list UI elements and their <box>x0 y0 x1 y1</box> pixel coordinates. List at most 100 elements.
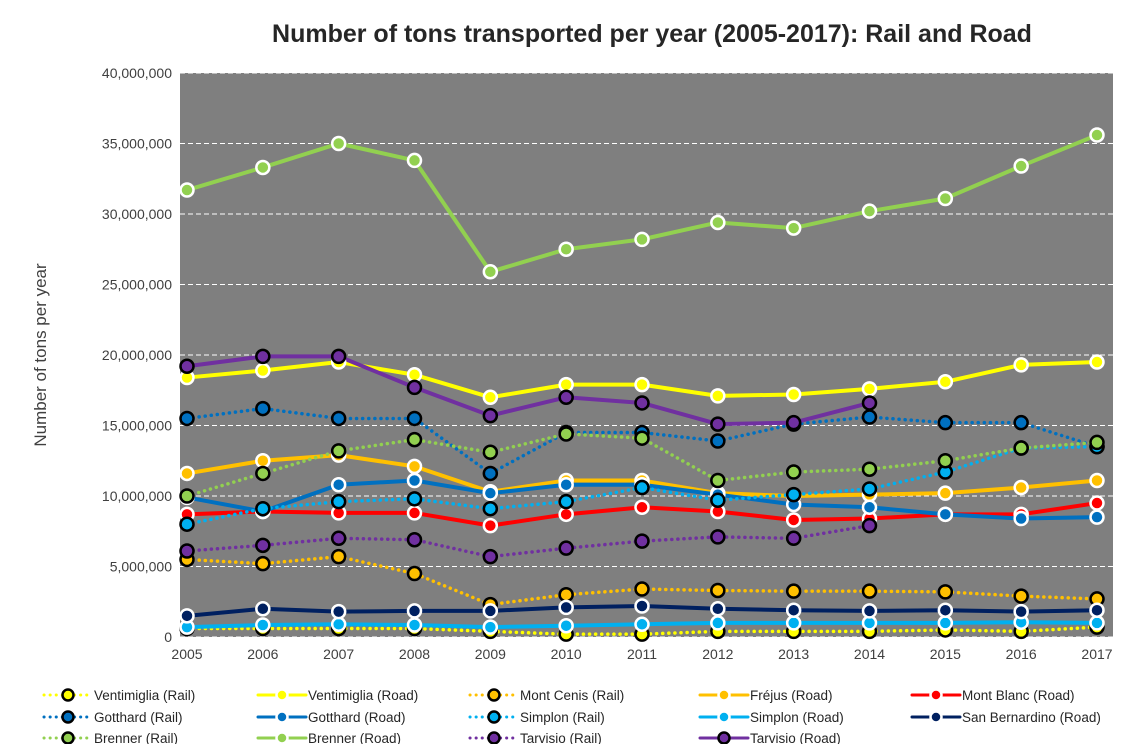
data-point <box>1089 127 1105 143</box>
x-tick-label: 2008 <box>399 646 430 662</box>
legend-item: Ventimiglia (Rail) <box>42 688 195 703</box>
x-tick-label: 2017 <box>1081 646 1112 662</box>
data-point <box>634 616 650 633</box>
legend-marker <box>275 688 289 702</box>
legend-item: Simplon (Road) <box>698 710 844 725</box>
legend-label: Gotthard (Road) <box>308 710 406 725</box>
y-tick-label: 30,000,000 <box>102 206 172 222</box>
x-tick-label: 2007 <box>323 646 354 662</box>
legend-label: Brenner (Road) <box>308 731 401 744</box>
data-point <box>861 395 878 411</box>
data-point <box>558 586 574 603</box>
chart-title: Number of tons transported per year (200… <box>272 20 1032 48</box>
data-point <box>1089 434 1105 451</box>
data-point <box>710 615 726 631</box>
data-point <box>482 603 499 619</box>
data-point <box>634 231 650 248</box>
legend-marker <box>929 710 943 724</box>
data-point <box>406 366 423 383</box>
data-point <box>255 159 271 176</box>
data-point <box>785 220 802 236</box>
data-point <box>937 602 954 618</box>
data-point <box>634 499 650 516</box>
data-point <box>406 617 423 633</box>
y-tick-label: 20,000,000 <box>102 347 172 363</box>
legend-item: Fréjus (Road) <box>698 688 833 703</box>
data-point <box>179 465 195 482</box>
data-point <box>1089 615 1105 631</box>
data-point <box>1013 357 1029 373</box>
data-point <box>482 465 499 482</box>
data-point <box>634 581 650 597</box>
data-point <box>255 348 271 365</box>
data-point <box>937 414 954 431</box>
data-point <box>634 479 650 496</box>
data-point <box>1013 479 1029 496</box>
data-point <box>1013 158 1029 174</box>
legend-marker <box>717 688 731 702</box>
data-point <box>785 615 802 631</box>
legend-marker <box>61 710 75 724</box>
legend-marker <box>717 731 731 745</box>
data-point <box>937 190 954 207</box>
data-point <box>558 426 574 442</box>
data-point <box>1089 354 1105 370</box>
data-point <box>558 476 574 493</box>
data-point <box>634 533 650 549</box>
legend-marker <box>717 710 731 724</box>
legend-item: San Bernardino (Road) <box>910 710 1101 725</box>
data-point <box>179 516 195 532</box>
data-point <box>482 485 499 501</box>
data-point <box>1013 440 1029 456</box>
data-point <box>330 410 347 427</box>
data-point <box>330 135 347 152</box>
data-point <box>406 603 423 619</box>
legend-label: Mont Cenis (Rail) <box>520 688 624 703</box>
data-point <box>937 374 954 390</box>
data-point <box>861 409 878 425</box>
series-line <box>185 523 872 559</box>
data-point <box>255 465 271 482</box>
data-point <box>1013 510 1029 527</box>
data-point <box>482 444 499 461</box>
series-line <box>185 354 872 427</box>
x-tick-label: 2013 <box>778 646 809 662</box>
legend-label: Gotthard (Rail) <box>94 710 183 725</box>
data-point <box>330 530 347 547</box>
legend-marker <box>487 688 501 702</box>
data-point <box>710 416 726 432</box>
legend-item: Brenner (Road) <box>256 731 401 746</box>
legend-item: Mont Blanc (Road) <box>910 688 1075 703</box>
data-point <box>255 362 271 379</box>
data-point <box>255 400 271 417</box>
legend-marker <box>275 710 289 724</box>
data-point <box>482 619 499 635</box>
y-axis-label: Number of tons per year <box>31 263 50 447</box>
legend-item: Brenner (Rail) <box>42 731 178 746</box>
data-point <box>406 152 423 169</box>
data-point <box>255 555 271 572</box>
data-point <box>179 608 195 624</box>
legend-label: Simplon (Rail) <box>520 710 605 725</box>
data-point <box>558 241 574 257</box>
x-tick-label: 2012 <box>702 646 733 662</box>
data-point <box>861 517 878 534</box>
data-point <box>482 548 499 565</box>
data-point <box>330 603 347 620</box>
legend-item: Simplon (Rail) <box>468 710 605 725</box>
data-point <box>406 491 423 507</box>
data-point <box>482 407 499 424</box>
y-tick-label: 0 <box>164 629 172 645</box>
y-tick-label: 35,000,000 <box>102 136 172 152</box>
data-point <box>710 529 726 545</box>
data-point <box>1013 588 1029 604</box>
data-point <box>330 443 347 459</box>
data-point <box>937 506 954 523</box>
legend-item: Gotthard (Rail) <box>42 710 183 725</box>
data-point <box>406 410 423 427</box>
data-point <box>1013 414 1029 431</box>
y-tick-label: 40,000,000 <box>102 65 172 81</box>
data-point <box>558 376 574 393</box>
data-point <box>1089 495 1105 511</box>
